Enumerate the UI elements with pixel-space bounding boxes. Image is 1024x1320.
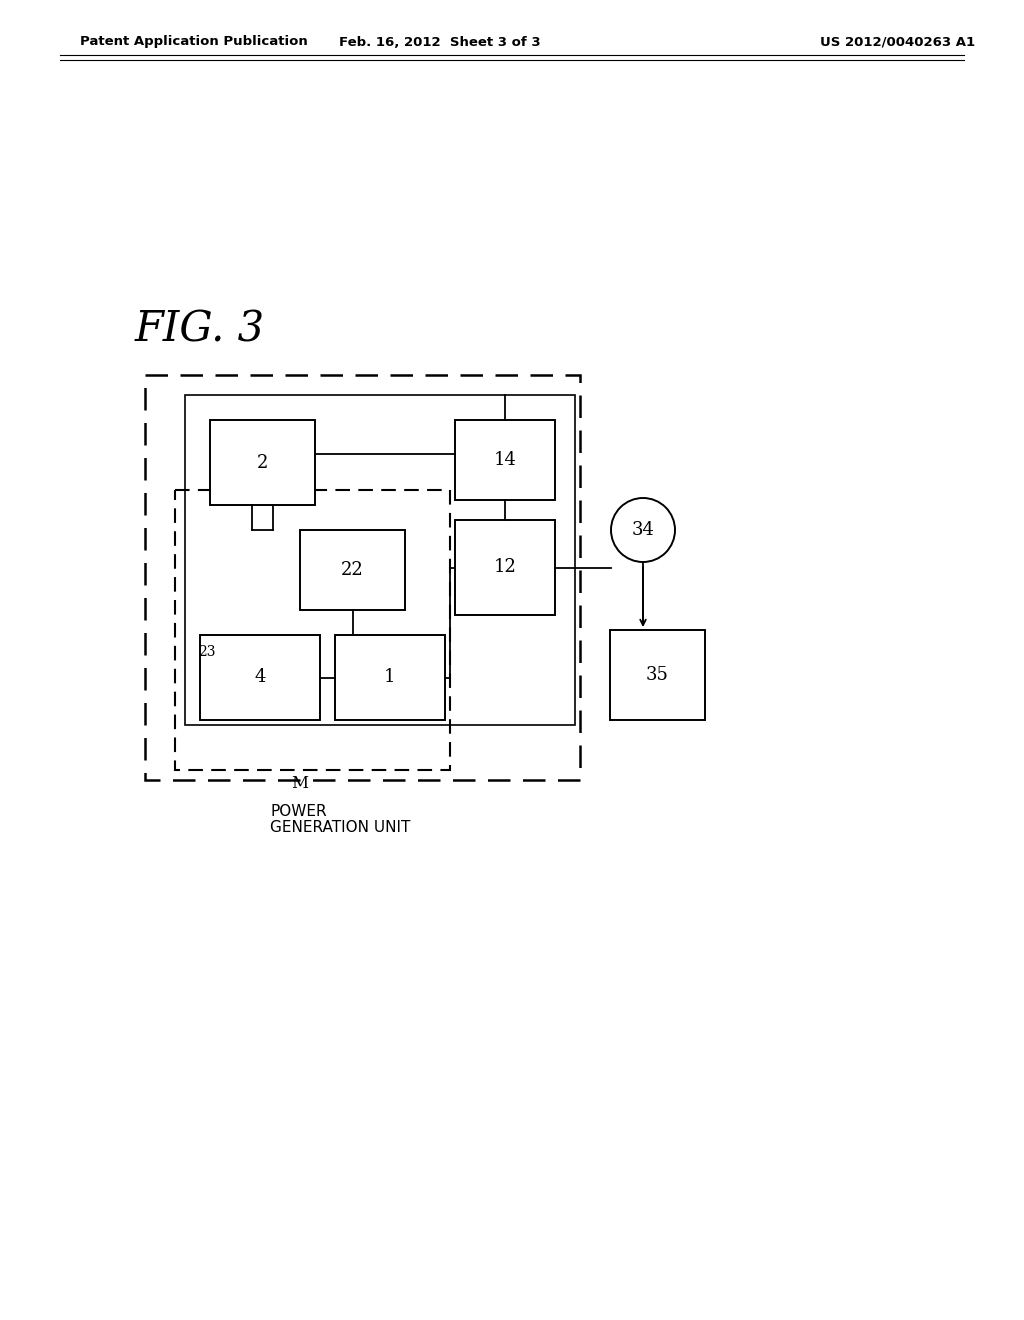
Text: 35: 35 xyxy=(646,667,669,684)
Bar xyxy=(210,420,315,506)
Text: 22: 22 xyxy=(341,561,364,579)
Text: 14: 14 xyxy=(494,451,516,469)
Text: FIG. 3: FIG. 3 xyxy=(135,309,265,351)
Bar xyxy=(335,635,445,719)
Text: US 2012/0040263 A1: US 2012/0040263 A1 xyxy=(820,36,975,49)
Bar xyxy=(200,635,319,719)
Text: 23: 23 xyxy=(198,645,215,659)
Text: 2: 2 xyxy=(257,454,268,471)
Circle shape xyxy=(611,498,675,562)
Text: 34: 34 xyxy=(632,521,654,539)
Text: POWER: POWER xyxy=(270,804,327,820)
Text: Patent Application Publication: Patent Application Publication xyxy=(80,36,308,49)
Bar xyxy=(610,630,705,719)
Bar xyxy=(455,520,555,615)
Bar xyxy=(300,531,406,610)
Text: 1: 1 xyxy=(384,668,395,686)
Bar xyxy=(175,490,450,770)
Bar xyxy=(145,375,580,780)
Bar xyxy=(455,420,555,500)
Text: 4: 4 xyxy=(254,668,265,686)
Text: M: M xyxy=(292,775,308,792)
Bar xyxy=(185,395,575,725)
Text: Feb. 16, 2012  Sheet 3 of 3: Feb. 16, 2012 Sheet 3 of 3 xyxy=(339,36,541,49)
Text: 12: 12 xyxy=(494,558,516,577)
Text: GENERATION UNIT: GENERATION UNIT xyxy=(270,821,411,836)
